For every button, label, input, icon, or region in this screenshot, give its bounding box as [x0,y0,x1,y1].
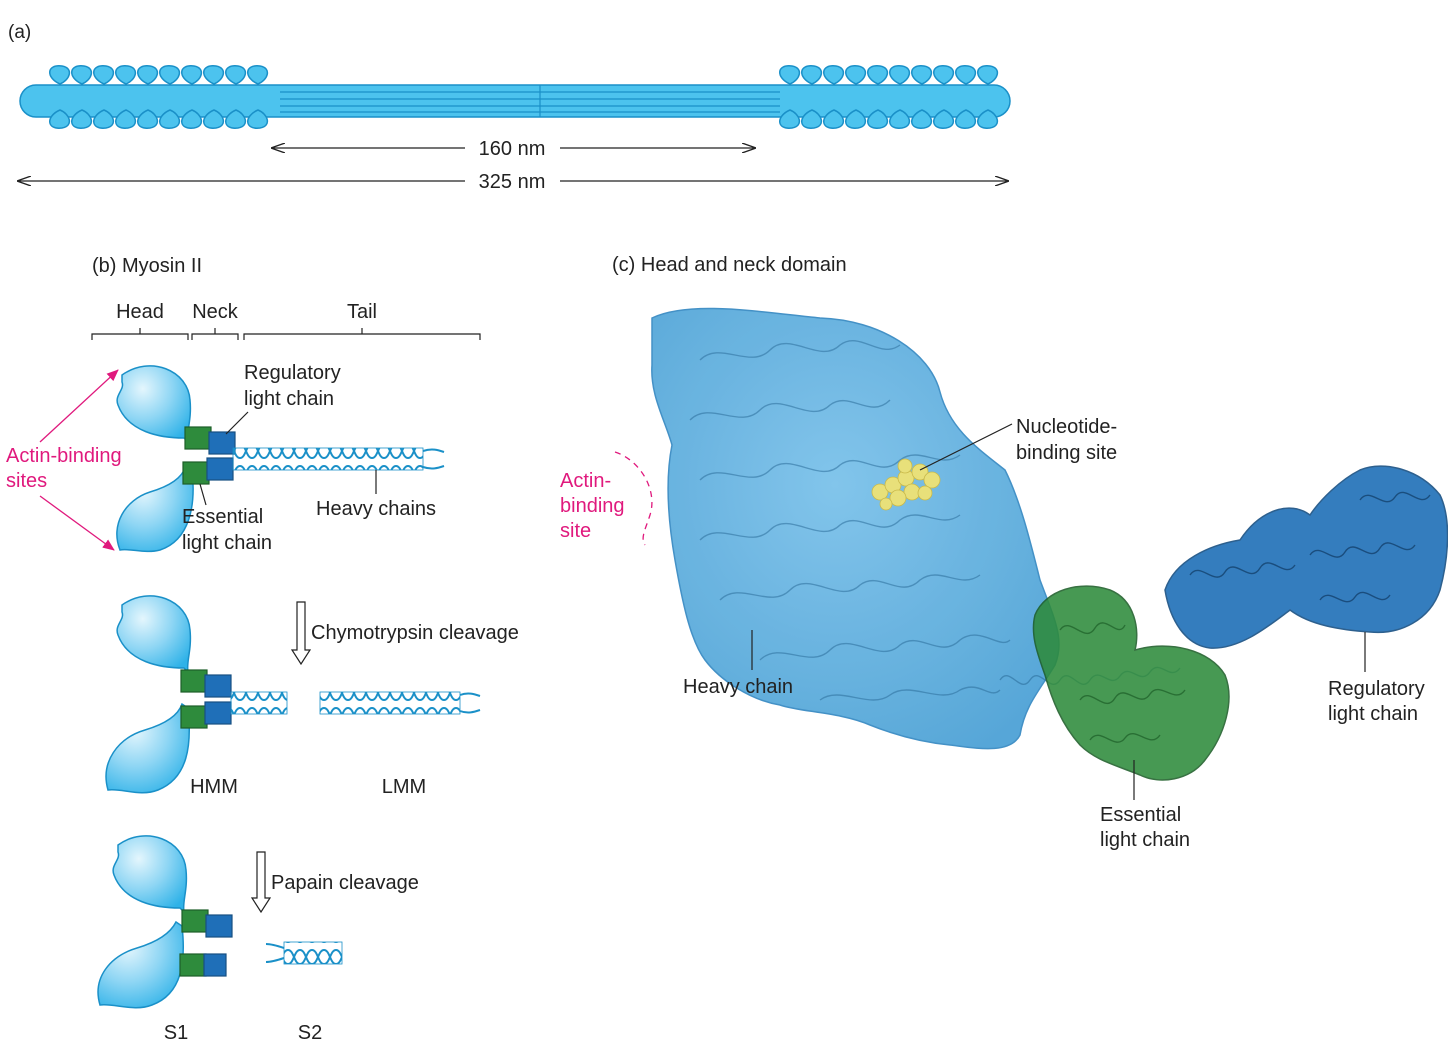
myosin-intact [116,365,445,553]
myosin-head [159,109,181,129]
s2-label: S2 [298,1022,322,1044]
myosin-head [823,65,845,85]
actin-binding-sites-label-2: sites [6,470,47,492]
panel-b-title: (b) Myosin II [92,255,202,277]
myosin-head [247,65,269,85]
heavy-chain-label: Heavy chain [683,676,793,698]
myosin-head [933,109,955,129]
region-neck-label: Neck [192,301,239,323]
myosin-head [779,109,801,129]
actin-binding-sites-label-1: Actin-binding [6,445,122,467]
region-head-label: Head [116,301,164,323]
myosin-head [889,65,911,85]
chymotrypsin-cleavage-label: Chymotrypsin cleavage [311,622,519,644]
papain-cleavage-label: Papain cleavage [271,872,419,894]
myosin-head [203,109,225,129]
myosin-head [137,65,159,85]
myosin-head [159,65,181,85]
s2-fragment [265,941,343,965]
filament-heads-right [779,65,999,129]
myosin-head [115,65,137,85]
myosin-head [911,109,933,129]
papain-arrow [250,851,272,914]
myosin-head [225,109,247,129]
myosin-head [801,65,823,85]
dimension-160nm-label: 160 nm [479,138,546,160]
myosin-head [845,109,867,129]
myosin-head [823,109,845,129]
essential-light-chain-c-label-2: light chain [1100,829,1190,851]
myosin-head [181,109,203,129]
s1-fragment [97,835,233,1009]
myosin-head [137,109,159,129]
essential-light-chain-label-1: Essential [182,506,263,528]
heavy-chains-label: Heavy chains [316,498,436,520]
myosin-head [93,109,115,129]
myosin-head [49,109,71,129]
regulatory-light-chain-upper [208,431,236,455]
actin-binding-site-label-3: site [560,520,591,542]
panel-a-label: (a) [8,22,31,43]
essential-light-chain-upper [184,426,212,450]
myosin-head [845,65,867,85]
panel-c-title: (c) Head and neck domain [612,254,847,276]
actin-arrow-lower [39,495,115,551]
actin-arrow-upper [39,369,119,443]
essential-light-chain-lower [182,461,210,485]
myosin-head [93,65,115,85]
dimension-160nm: 160 nm [272,138,755,160]
myosin-head [867,65,889,85]
heavy-chain-surface [651,307,1060,750]
myosin-head [801,109,823,129]
s1-label: S1 [164,1022,188,1044]
myosin-head [181,65,203,85]
myosin-head [71,109,93,129]
chymotrypsin-arrow [290,601,312,666]
nucleotide-binding-site-label-1: Nucleotide- [1016,416,1117,438]
regulatory-light-chain-label-1: Regulatory [244,362,341,384]
regulatory-light-chain-c-label-2: light chain [1328,703,1418,725]
essential-light-chain-c-label-1: Essential [1100,804,1181,826]
myosin-head [115,109,137,129]
myosin-head [911,65,933,85]
myosin-head [225,65,247,85]
myosin-head [779,65,801,85]
actin-binding-site-outline [614,451,653,546]
essential-light-chain-surface [1032,585,1230,781]
thick-filament [19,65,1011,129]
nucleotide-blob [871,458,941,511]
coiled-coil-tail [232,447,424,471]
actin-binding-site-label-2: binding [560,495,625,517]
myosin-head [203,65,225,85]
lmm-fragment [319,691,481,715]
hmm-label: HMM [190,776,238,798]
myosin-head [955,65,977,85]
actin-binding-site-label-1: Actin- [560,470,611,492]
regulatory-light-chain-surface [1164,465,1448,649]
myosin-head [977,109,999,129]
essential-light-chain-label-2: light chain [182,532,272,554]
nucleotide-binding-site-label-2: binding site [1016,442,1117,464]
filament-heads-left [49,65,269,129]
myosin-head [867,109,889,129]
region-brackets [91,328,481,340]
dimension-325nm-label: 325 nm [479,171,546,193]
myosin-head [889,109,911,129]
region-tail-label: Tail [347,301,377,323]
myosin-head [977,65,999,85]
regulatory-light-chain-c-label-1: Regulatory [1328,678,1425,700]
lmm-label: LMM [382,776,426,798]
myosin-head [933,65,955,85]
dimension-325nm: 325 nm [18,171,1008,193]
myosin-head [247,109,269,129]
myosin-head [71,65,93,85]
hmm-fragment [105,595,288,794]
head-upper [116,365,192,445]
regulatory-light-chain-lower [206,457,234,481]
myosin-head [955,109,977,129]
regulatory-light-chain-label-2: light chain [244,388,334,410]
myosin-head [49,65,71,85]
